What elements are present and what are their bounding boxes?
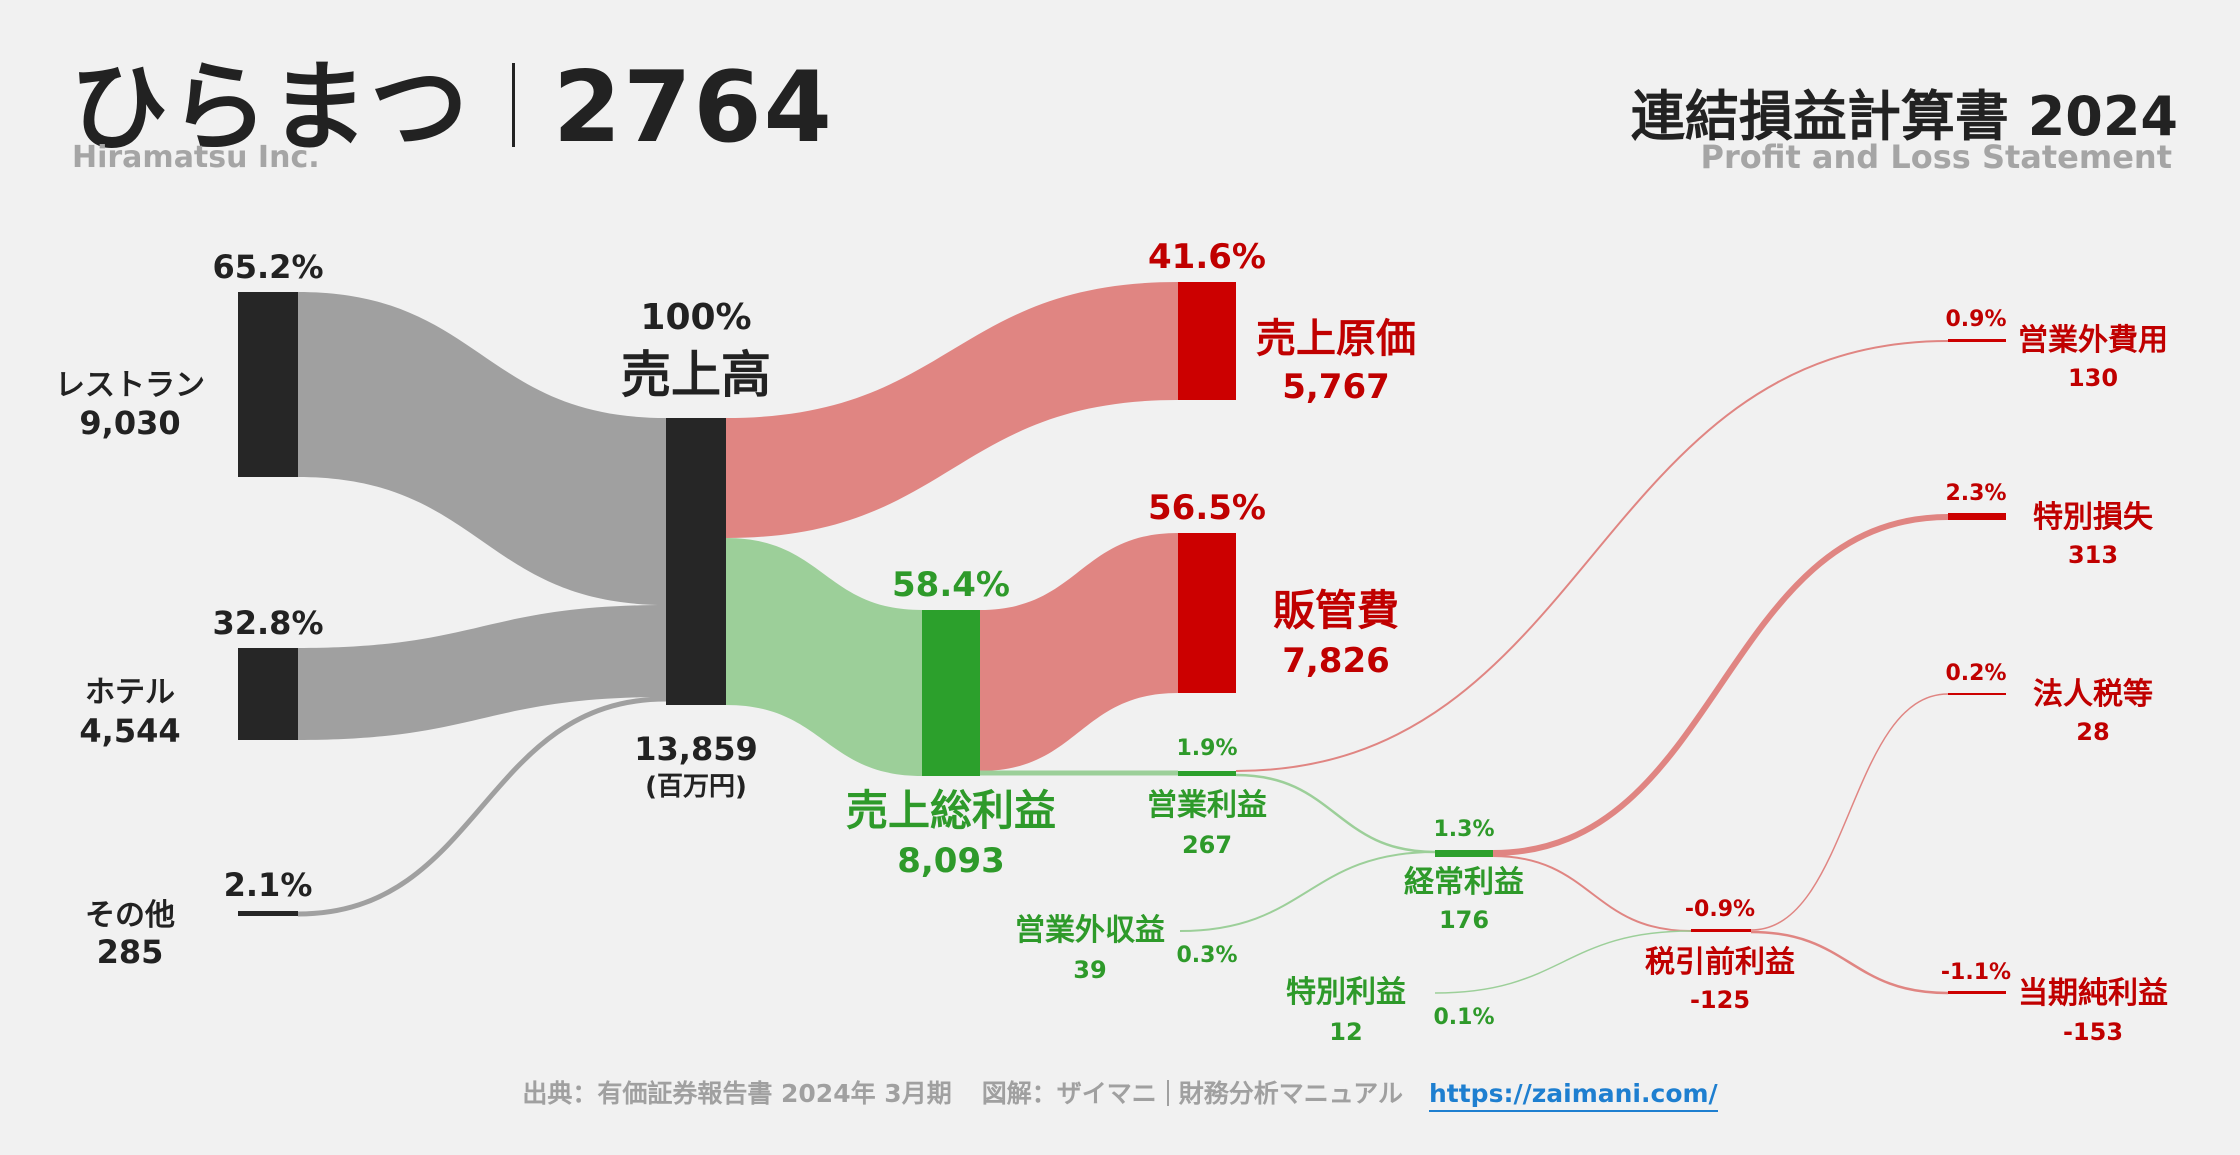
title-separator [512, 63, 516, 147]
pct-hotel: 32.8% [212, 604, 323, 642]
node-net [1948, 991, 2006, 994]
unit-label: (百万円) [645, 772, 747, 802]
label-revenue: 売上高 [621, 346, 771, 404]
label-other: その他 [85, 898, 175, 933]
footer-credit: 図解：ザイマニ [981, 1079, 1157, 1108]
flow-sga [980, 533, 1178, 771]
value-gross: 8,093 [897, 841, 1005, 881]
label-hotel: ホテル [85, 675, 175, 710]
label-net: 当期純利益 [2018, 976, 2168, 1011]
label-tax: 法人税等 [2033, 677, 2153, 712]
value-cogs: 5,767 [1282, 367, 1390, 407]
flow-nonop-exp [1235, 340, 1949, 772]
flow-extgain [1434, 930, 1692, 994]
footer-separator [1166, 1080, 1169, 1106]
footer-credit2: 財務分析マニュアル [1178, 1079, 1403, 1108]
flow-other [297, 696, 667, 917]
node-tax [1948, 693, 2006, 695]
footer: 出典：有価証券報告書 2024年 3月期 図解：ザイマニ 財務分析マニュアル http… [0, 1074, 2240, 1112]
label-nonop-inc: 営業外収益 [1015, 913, 1165, 948]
label-cogs: 売上原価 [1256, 316, 1416, 362]
value-ext-loss: 313 [2068, 541, 2118, 569]
flow-gross [726, 538, 922, 776]
node-pretax [1691, 929, 1751, 932]
label-ext-gain: 特別利益 [1286, 975, 1406, 1010]
pct-nonop-inc: 0.3% [1176, 943, 1237, 968]
value-op: 267 [1182, 831, 1232, 859]
node-restaurant [238, 292, 298, 477]
label-gross: 売上総利益 [846, 786, 1056, 835]
pct-ext-loss: 2.3% [1945, 481, 2006, 506]
footer-url-link[interactable]: https://zaimani.com/ [1428, 1079, 1718, 1112]
value-tax: 28 [2076, 718, 2109, 746]
flow-net [1750, 930, 1949, 995]
node-ordinary [1435, 850, 1493, 857]
node-cogs [1178, 282, 1236, 400]
value-other: 285 [97, 933, 164, 971]
pct-net: -1.1% [1941, 960, 2011, 985]
flow-ordinary-pretax [1492, 855, 1692, 932]
company-name-en: Hiramatsu Inc. [72, 140, 320, 175]
stock-code: 2764 [553, 51, 834, 165]
value-pretax: -125 [1690, 986, 1750, 1014]
value-hotel: 4,544 [79, 712, 180, 750]
value-nonop-exp: 130 [2068, 364, 2118, 392]
pct-cogs: 41.6% [1148, 237, 1266, 277]
node-sga [1178, 533, 1236, 693]
value-ordinary: 176 [1439, 906, 1489, 934]
node-layer [238, 282, 2006, 994]
node-other [238, 911, 298, 916]
label-nonop-exp: 営業外費用 [2018, 323, 2168, 358]
pct-ordinary: 1.3% [1433, 817, 1494, 842]
pct-sga: 56.5% [1148, 488, 1266, 528]
company-title: ひらまつ 2764 [70, 28, 834, 170]
label-op: 営業利益 [1147, 788, 1267, 823]
flow-restaurant [298, 292, 666, 605]
flow-tax [1750, 693, 1949, 931]
node-nonop-exp [1948, 339, 2006, 342]
footer-source: 出典：有価証券報告書 2024年 3月期 [522, 1079, 952, 1108]
value-sga: 7,826 [1282, 641, 1390, 681]
pct-restaurant: 65.2% [212, 248, 323, 286]
pct-gross: 58.4% [892, 565, 1010, 605]
flow-layer [297, 282, 1949, 995]
label-ordinary: 経常利益 [1404, 865, 1524, 900]
flow-ordinary-extloss [1492, 514, 1949, 856]
flow-cogs [726, 282, 1178, 538]
value-restaurant: 9,030 [79, 404, 180, 442]
value-net: -153 [2063, 1018, 2123, 1046]
pct-revenue: 100% [640, 297, 751, 338]
label-sga: 販管費 [1273, 586, 1399, 635]
flow-op-ordinary [1235, 773, 1436, 854]
statement-title: 連結損益計算書 2024 [1630, 85, 2178, 148]
value-nonop-inc: 39 [1073, 956, 1106, 984]
pct-tax: 0.2% [1945, 661, 2006, 686]
node-gross [922, 610, 980, 776]
node-revenue [666, 418, 726, 705]
flow-hotel [298, 605, 666, 740]
label-ext-loss: 特別損失 [2033, 500, 2154, 535]
node-op [1178, 771, 1236, 776]
statement-subtitle: Profit and Loss Statement [1700, 138, 2172, 176]
node-hotel [238, 648, 298, 740]
pct-pretax: -0.9% [1685, 897, 1755, 922]
pct-op: 1.9% [1176, 736, 1237, 761]
pct-other: 2.1% [224, 866, 313, 904]
flow-nonop-inc [1179, 851, 1436, 932]
node-ext-loss [1948, 513, 2006, 520]
label-pretax: 税引前利益 [1645, 945, 1795, 980]
pct-nonop-exp: 0.9% [1945, 307, 2006, 332]
pct-ext-gain: 0.1% [1433, 1005, 1494, 1030]
value-ext-gain: 12 [1329, 1018, 1362, 1046]
company-name: ひらまつ [70, 51, 471, 165]
label-restaurant: レストラン [55, 368, 205, 403]
value-revenue: 13,859 [634, 730, 757, 768]
